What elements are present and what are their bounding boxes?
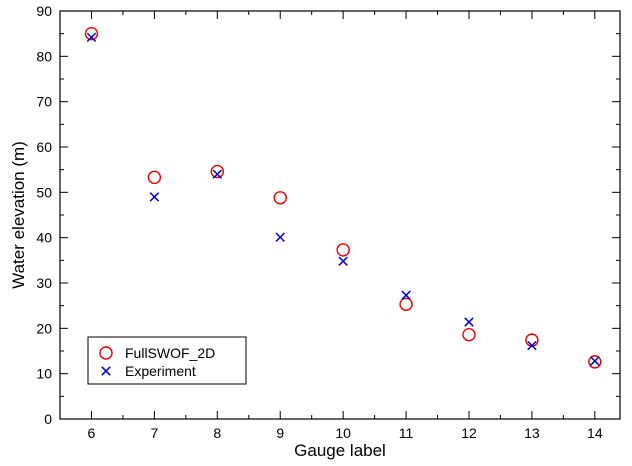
x-tick-label: 6 [88,425,96,441]
y-tick-label: 0 [44,411,52,427]
x-tick-label: 13 [524,425,540,441]
x-point [212,169,223,179]
axis-ticks [60,10,620,420]
y-tick-label: 90 [36,3,52,19]
legend-marker-0 [99,346,113,360]
legend-marker-1 [101,366,111,376]
circle-point [336,243,350,257]
x-point [275,232,285,242]
y-tick-label: 70 [36,94,52,110]
x-point [338,256,348,266]
circle-point [588,355,602,369]
y-tick-label: 10 [36,366,52,382]
circle-point [273,191,287,205]
circle-point [84,26,99,41]
x-axis-title: Gauge label [294,441,386,460]
y-tick-label: 80 [36,48,52,64]
x-tick-label: 9 [276,425,284,441]
x-point [464,317,474,327]
legend-label: Experiment [125,363,196,379]
x-point [590,356,600,366]
circle-point [399,297,413,312]
y-tick-label: 50 [36,184,52,200]
y-tick-label: 40 [36,230,52,246]
y-tick-label: 20 [36,320,52,336]
x-point [86,32,97,43]
x-point [401,290,411,300]
y-tick-label: 60 [36,139,52,155]
x-tick-label: 7 [150,425,158,441]
x-tick-label: 10 [335,425,351,441]
x-tick-label: 8 [213,425,221,441]
data-marks [84,26,602,369]
circle-point [462,327,476,342]
axis-tick-labels: 6 7 8 9 10 11 12 13 14 0 10 20 30 40 50 60 70 80 90 [36,3,602,441]
legend: FullSWOF_2D Experiment [87,336,247,385]
circle-point [147,170,162,185]
circle-point [210,164,225,179]
y-axis-title: Water elevation (m) [9,141,28,289]
x-point [527,340,537,351]
legend-box [87,336,247,385]
x-tick-label: 11 [399,425,414,441]
x-tick-label: 14 [587,425,603,441]
legend-label: FullSWOF_2D [125,345,215,361]
x-tick-label: 12 [461,425,477,441]
x-point [149,192,160,202]
circle-point [525,333,539,347]
y-tick-label: 30 [36,275,52,291]
